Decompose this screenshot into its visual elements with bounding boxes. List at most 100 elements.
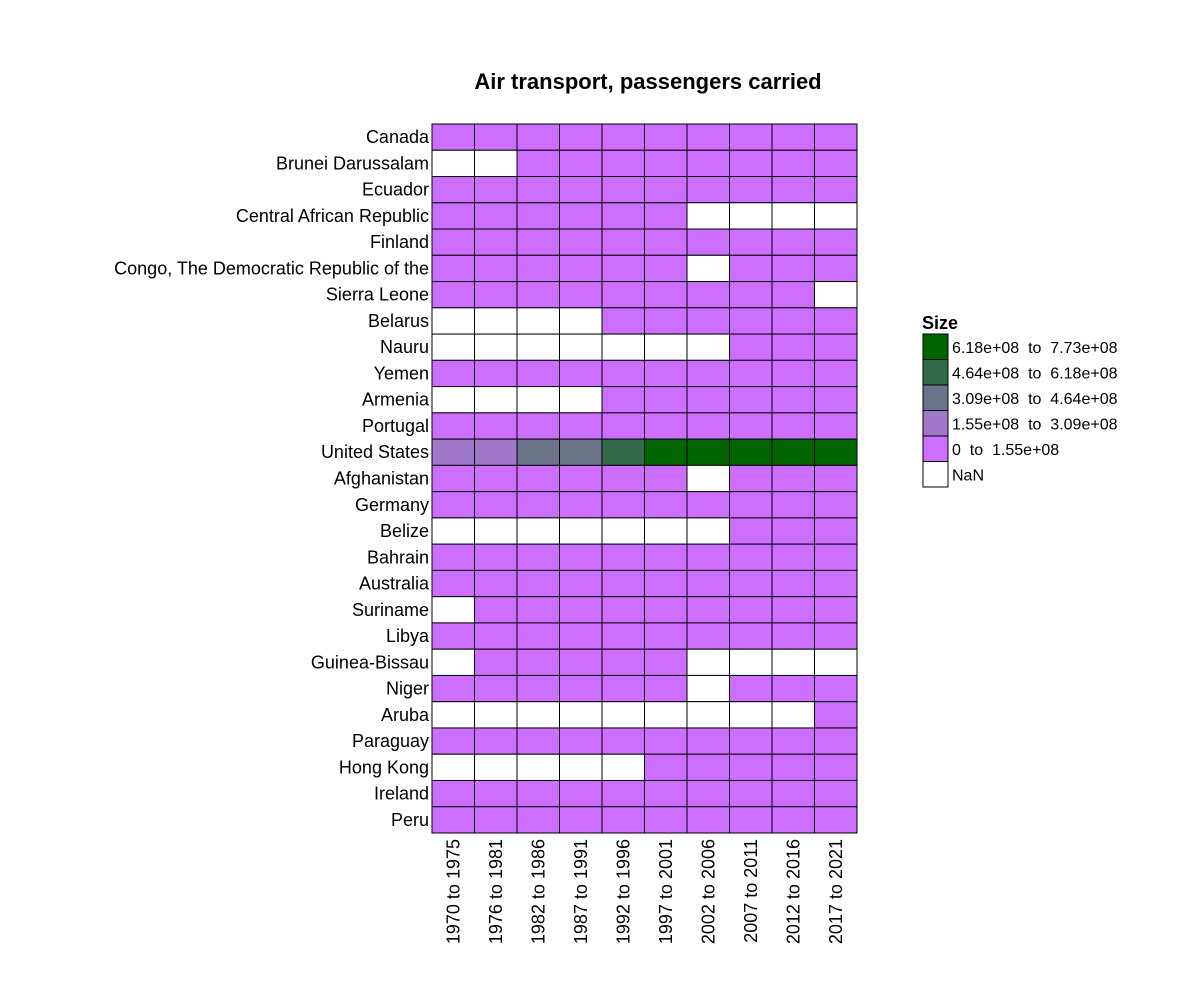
heatmap-cell xyxy=(516,491,560,519)
heatmap-cell xyxy=(474,753,518,781)
heatmap-cell xyxy=(431,569,475,598)
heatmap-cell xyxy=(771,569,815,598)
heatmap-cell xyxy=(516,753,560,781)
heatmap-cell xyxy=(601,753,645,781)
heatmap-cell xyxy=(601,806,645,834)
heatmap-cell xyxy=(516,779,560,808)
heatmap-cell xyxy=(431,648,475,676)
heatmap-cell xyxy=(559,228,603,256)
heatmap-cell xyxy=(729,202,773,230)
heatmap-cell xyxy=(814,674,858,703)
heatmap-cell xyxy=(601,412,645,440)
heatmap-cell xyxy=(431,412,475,440)
heatmap-cell xyxy=(686,648,730,676)
heatmap-cell xyxy=(431,281,475,309)
heatmap-cell xyxy=(644,149,688,178)
heatmap-cell xyxy=(814,517,858,545)
column-label: 2012 to 2016 xyxy=(783,839,803,944)
heatmap-cell xyxy=(644,674,688,703)
heatmap-cell xyxy=(474,254,518,283)
row-label: Germany xyxy=(355,495,429,515)
heatmap-cell xyxy=(516,176,560,204)
heatmap-cell xyxy=(771,228,815,256)
row-label: United States xyxy=(321,442,429,462)
heatmap-cell xyxy=(601,464,645,493)
heatmap-cell xyxy=(559,491,603,519)
heatmap-cell xyxy=(601,438,645,466)
heatmap-cell xyxy=(474,464,518,493)
heatmap-cell xyxy=(814,228,858,256)
heatmap-cell xyxy=(474,622,518,650)
heatmap-cell xyxy=(729,648,773,676)
heatmap-cell xyxy=(474,727,518,755)
heatmap-cell xyxy=(814,596,858,624)
heatmap-cell xyxy=(601,779,645,808)
heatmap-cell xyxy=(516,438,560,466)
row-label: Hong Kong xyxy=(339,757,429,777)
heatmap-cell xyxy=(431,386,475,414)
heatmap-cell xyxy=(559,123,603,151)
heatmap-cell xyxy=(644,412,688,440)
heatmap-cell xyxy=(474,149,518,178)
heatmap-cell xyxy=(814,464,858,493)
heatmap-cell xyxy=(686,674,730,703)
heatmap-cell xyxy=(814,386,858,414)
row-label: Peru xyxy=(391,810,429,830)
heatmap-cell xyxy=(771,281,815,309)
heatmap-cell xyxy=(431,491,475,519)
heatmap-cell xyxy=(644,176,688,204)
heatmap-cell xyxy=(729,517,773,545)
heatmap-cell xyxy=(729,622,773,650)
heatmap-cell xyxy=(516,149,560,178)
heatmap-cell xyxy=(474,281,518,309)
heatmap-cell xyxy=(814,359,858,388)
row-label: Niger xyxy=(386,679,429,699)
heatmap-cell xyxy=(516,674,560,703)
heatmap-cell xyxy=(686,254,730,283)
heatmap-cell xyxy=(814,438,858,466)
heatmap-cell xyxy=(431,359,475,388)
row-label: Yemen xyxy=(374,363,429,383)
heatmap-cell xyxy=(729,228,773,256)
heatmap-cell xyxy=(516,543,560,571)
heatmap-cell xyxy=(771,176,815,204)
heatmap-cell xyxy=(686,281,730,309)
heatmap-cell xyxy=(771,491,815,519)
legend-swatch xyxy=(922,410,949,437)
heatmap-cell xyxy=(431,674,475,703)
heatmap-cell xyxy=(559,464,603,493)
heatmap-cell xyxy=(601,569,645,598)
heatmap-cell xyxy=(644,202,688,230)
heatmap-cell xyxy=(431,596,475,624)
heatmap-cell xyxy=(601,202,645,230)
heatmap-cell xyxy=(644,517,688,545)
heatmap-cell xyxy=(814,569,858,598)
heatmap-cell xyxy=(771,517,815,545)
heatmap-cell xyxy=(814,779,858,808)
heatmap-cell xyxy=(729,359,773,388)
legend-label: 6.18e+08 to 7.73e+08 xyxy=(952,340,1118,357)
heatmap-cell xyxy=(559,333,603,361)
heatmap-cell xyxy=(559,412,603,440)
heatmap-cell xyxy=(644,254,688,283)
heatmap-cell xyxy=(559,176,603,204)
column-label: 1976 to 1981 xyxy=(486,839,506,944)
row-label: Congo, The Democratic Republic of the xyxy=(114,258,429,278)
heatmap-cell xyxy=(431,333,475,361)
row-label: Australia xyxy=(359,574,430,594)
heatmap-cell xyxy=(474,202,518,230)
row-label: Brunei Darussalam xyxy=(276,153,429,173)
heatmap-cell xyxy=(474,674,518,703)
heatmap-cell xyxy=(474,569,518,598)
heatmap-cell xyxy=(814,701,858,729)
heatmap-cell xyxy=(771,202,815,230)
heatmap-cell xyxy=(729,333,773,361)
heatmap-cell xyxy=(516,359,560,388)
heatmap-cell xyxy=(814,176,858,204)
heatmap-cell xyxy=(516,281,560,309)
heatmap-cell xyxy=(644,648,688,676)
heatmap-cell xyxy=(644,753,688,781)
legend-label: 4.64e+08 to 6.18e+08 xyxy=(952,365,1118,382)
heatmap-cell xyxy=(771,779,815,808)
